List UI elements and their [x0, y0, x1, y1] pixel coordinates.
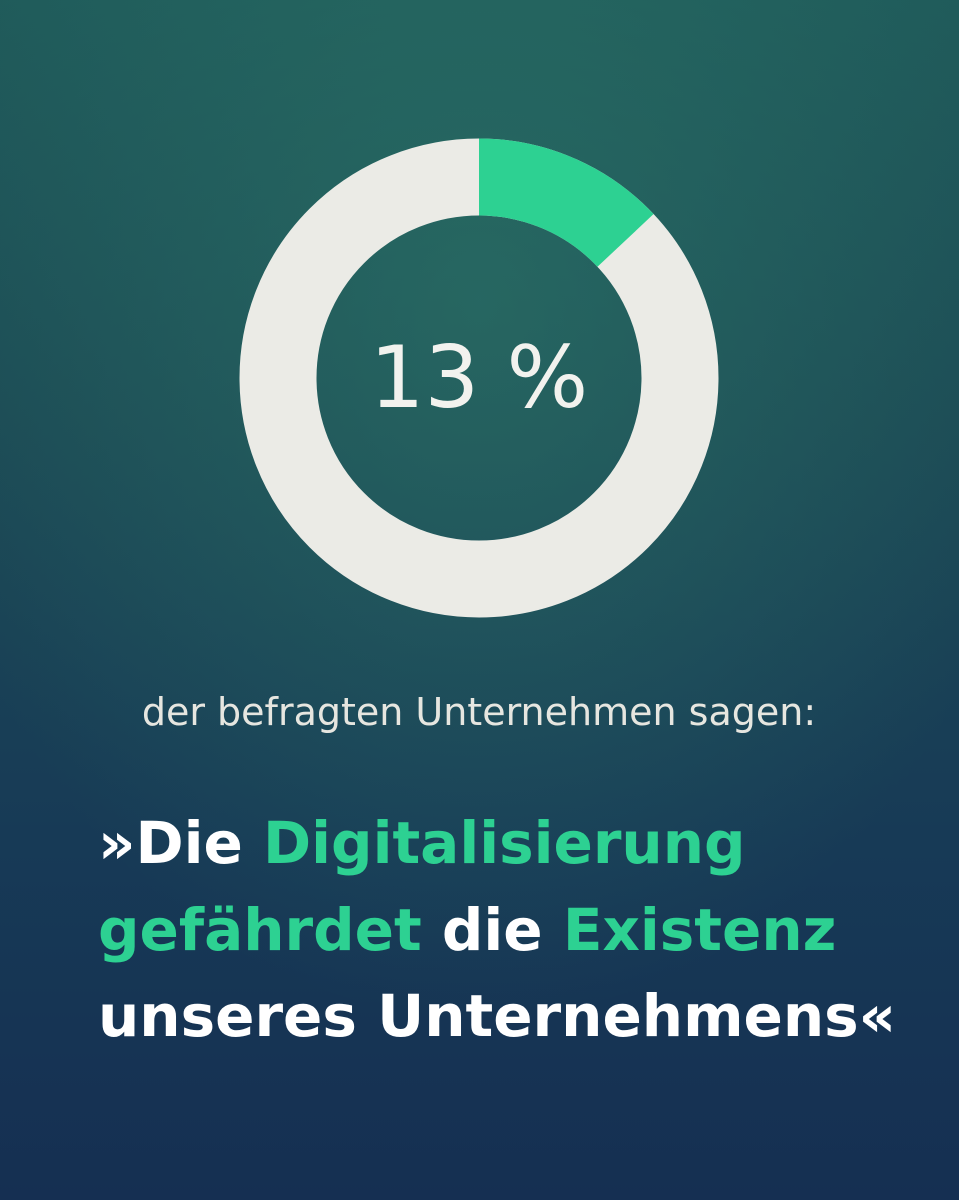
- subtitle: der befragten Unternehmen sagen:: [142, 690, 816, 734]
- donut-segment: [478, 138, 654, 268]
- value-label: 13 %: [370, 328, 589, 428]
- quote-segment: gefährdet: [98, 896, 422, 964]
- donut-chart: [239, 138, 719, 618]
- quote-segment: die: [422, 896, 563, 964]
- quote: »Die Digitalisierung gefährdet die Existe…: [98, 809, 896, 1050]
- quote-line: »Die Digitalisierung: [98, 809, 746, 877]
- quote-segment: Digitalisierung: [263, 809, 746, 877]
- quote-line: unseres Unternehmens«: [98, 982, 896, 1050]
- quote-segment: unseres Unternehmens«: [98, 982, 896, 1050]
- quote-line: gefährdet die Existenz: [98, 896, 836, 964]
- quote-segment: »Die: [98, 809, 263, 877]
- quote-segment: Existenz: [563, 896, 837, 964]
